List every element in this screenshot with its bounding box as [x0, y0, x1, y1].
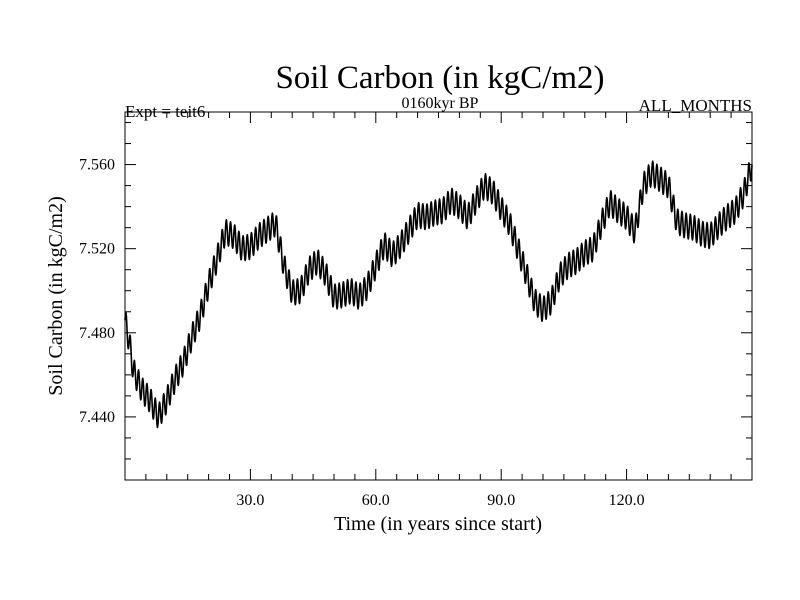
chart-title: Soil Carbon (in kgC/m2) [275, 60, 605, 96]
x-axis-title: Time (in years since start) [334, 513, 542, 535]
ticks-layer: 30.0 60.0 90.0 120.0 7.440 7.480 7.520 7.560 [79, 112, 752, 509]
x-tick-label: 90.0 [487, 492, 515, 509]
y-tick-label: 7.440 [79, 409, 115, 426]
months-label: ALL_MONTHS [638, 96, 752, 115]
x-tick-label: 60.0 [362, 492, 390, 509]
chart-subtitle: 0160kyr BP [401, 95, 479, 112]
x-tick-label: 120.0 [609, 492, 645, 509]
x-tick-label: 30.0 [236, 492, 264, 509]
y-axis-title: Soil Carbon (in kgC/m2) [45, 196, 67, 395]
y-tick-label: 7.520 [79, 241, 115, 258]
y-tick-label: 7.560 [79, 157, 115, 174]
series-line-soil-carbon [124, 160, 753, 429]
y-tick-label: 7.480 [79, 325, 115, 342]
